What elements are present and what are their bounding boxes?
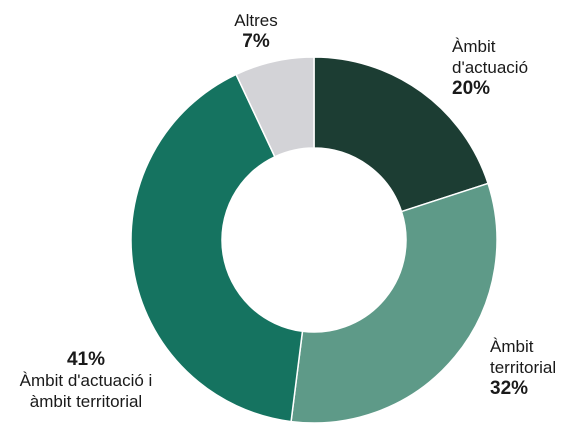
slice-label-ambit-actuacio: Àmbit d'actuació 20% bbox=[452, 36, 528, 99]
donut-slice-ambit-d-actuacio bbox=[313, 56, 489, 213]
slice-label-ambit-actuacio-territorial: 41% Àmbit d'actuació i àmbit territorial bbox=[0, 349, 172, 412]
slice-label-ambit-territorial: Àmbit territorial 32% bbox=[490, 336, 556, 399]
slice-label-ambit-actuacio-value: 20% bbox=[452, 78, 491, 99]
slice-label-altres: Altres 7% bbox=[216, 10, 296, 52]
slice-label-ambit-actuacio-territorial-value: 41% bbox=[66, 349, 106, 370]
slice-label-ambit-actuacio-territorial-name-2: àmbit territorial bbox=[29, 392, 143, 411]
slice-label-ambit-actuacio-name-1: Àmbit bbox=[452, 37, 496, 56]
slice-label-ambit-territorial-value: 32% bbox=[490, 378, 529, 399]
slice-label-ambit-actuacio-name-2: d'actuació bbox=[452, 58, 529, 77]
slice-label-altres-name: Altres bbox=[234, 11, 278, 30]
donut-slice-ambit-d-actuacio-i-ambit-territorial bbox=[130, 73, 304, 423]
slice-label-ambit-territorial-name-2: territorial bbox=[490, 358, 557, 377]
donut-slice-altres bbox=[235, 56, 315, 158]
slice-label-ambit-territorial-name-1: Àmbit bbox=[490, 337, 534, 356]
slice-label-ambit-actuacio-territorial-name-1: Àmbit d'actuació i bbox=[19, 371, 153, 390]
slice-label-altres-value: 7% bbox=[242, 31, 270, 52]
donut-slice-ambit-territorial bbox=[290, 182, 498, 424]
